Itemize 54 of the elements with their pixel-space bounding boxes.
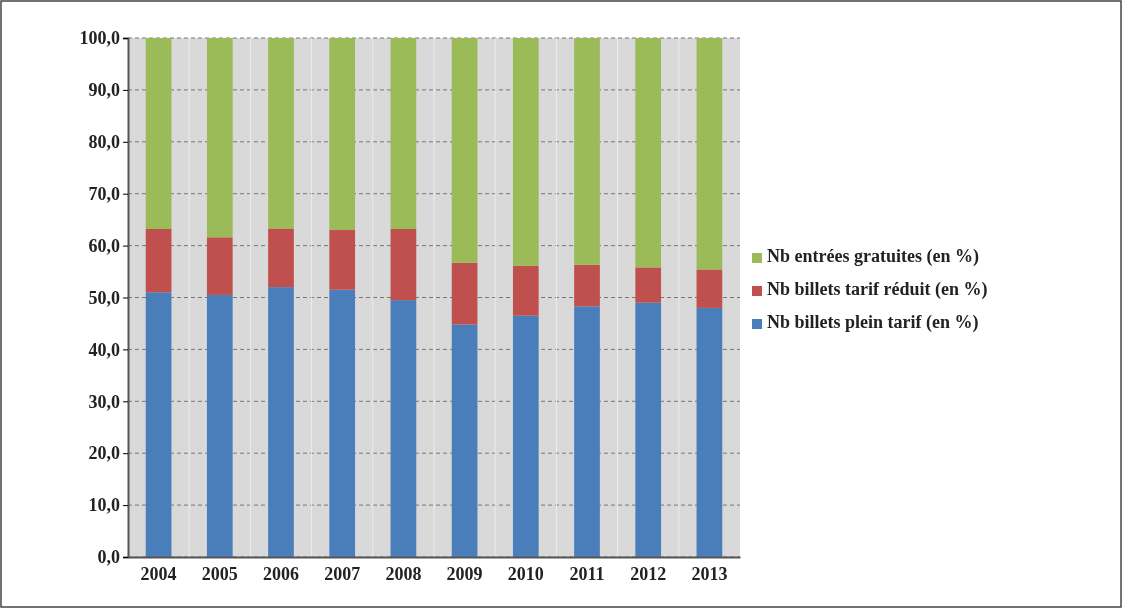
bar	[696, 307, 723, 557]
y-tick-label: 20,0	[88, 443, 120, 464]
bar	[635, 302, 662, 557]
bar	[329, 289, 356, 557]
bar	[145, 228, 172, 293]
bar	[574, 38, 600, 265]
y-tick-label: 30,0	[88, 391, 120, 412]
bar	[145, 38, 172, 229]
bar	[512, 38, 539, 266]
y-tick-label: 100,0	[79, 28, 120, 49]
bar	[512, 315, 539, 557]
bar	[451, 262, 478, 325]
y-tick-label: 50,0	[88, 287, 120, 308]
bar	[329, 230, 356, 290]
x-tick-label: 2010	[507, 563, 544, 584]
bar	[390, 300, 417, 557]
bar	[512, 265, 539, 316]
bar	[451, 324, 478, 557]
bar	[696, 38, 723, 270]
y-tick-label: 40,0	[88, 339, 120, 360]
bar	[451, 38, 478, 263]
x-tick-label: 2006	[263, 563, 299, 584]
x-tick-label: 2013	[691, 563, 728, 584]
y-tick-label: 0,0	[97, 547, 120, 568]
x-tick-label: 2007	[324, 563, 361, 584]
bar	[329, 38, 356, 231]
bar	[635, 267, 662, 303]
bar	[268, 38, 294, 229]
bar	[635, 38, 662, 268]
y-tick-label: 10,0	[88, 495, 120, 516]
y-tick-label: 80,0	[88, 132, 120, 153]
bar	[206, 38, 233, 238]
bar	[268, 287, 294, 557]
x-tick-label: 2008	[385, 563, 422, 584]
bar	[574, 306, 600, 557]
bar	[574, 264, 600, 307]
y-tick-label: 60,0	[88, 235, 120, 256]
bar	[268, 228, 294, 288]
x-tick-label: 2005	[201, 563, 238, 584]
bar	[696, 269, 723, 308]
y-tick-label: 70,0	[88, 183, 120, 204]
bar	[145, 292, 172, 557]
y-tick-label: 90,0	[88, 80, 120, 101]
bar	[206, 237, 233, 295]
bar	[390, 228, 417, 301]
x-tick-label: 2011	[569, 563, 605, 584]
x-tick-label: 2012	[630, 563, 667, 584]
legend-label: Nb billets plein tarif (en %)	[767, 312, 979, 333]
bar	[390, 38, 417, 229]
x-tick-label: 2009	[446, 563, 483, 584]
bar	[206, 294, 233, 557]
legend-label: Nb billets tarif réduit (en %)	[767, 279, 988, 300]
x-tick-label: 2004	[140, 563, 177, 584]
legend-label: Nb entrées gratuites (en %)	[767, 246, 979, 267]
